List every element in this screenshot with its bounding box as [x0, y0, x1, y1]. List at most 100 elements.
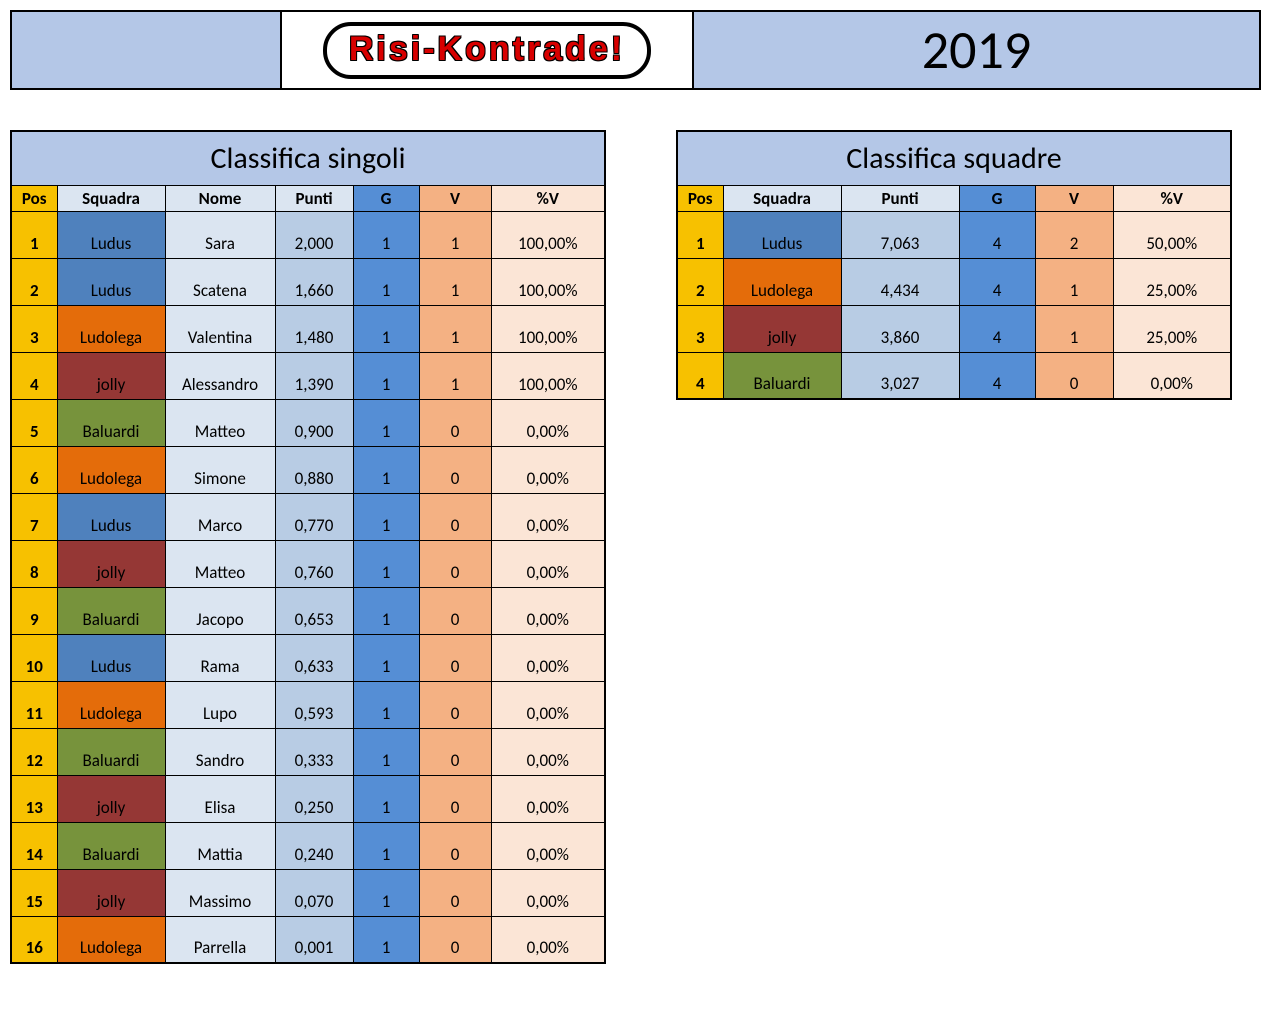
cell-name: Sandro [165, 728, 275, 775]
cell-v: 1 [419, 258, 491, 305]
cell-team: Ludus [723, 211, 841, 258]
cell-v: 0 [419, 540, 491, 587]
cell-team: Baluardi [57, 399, 165, 446]
cell-pts: 0,240 [275, 822, 353, 869]
header-bar: Risi-Kontrade! 2019 [10, 10, 1261, 90]
cell-g: 1 [353, 305, 419, 352]
cell-pts: 1,660 [275, 258, 353, 305]
cell-pts: 0,653 [275, 587, 353, 634]
cell-name: Marco [165, 493, 275, 540]
cell-pct: 100,00% [491, 258, 605, 305]
cell-pct: 0,00% [491, 869, 605, 916]
cell-pct: 0,00% [491, 493, 605, 540]
col-pct: %V [491, 185, 605, 211]
cell-team: Ludolega [57, 305, 165, 352]
table-row: 6LudolegaSimone0,880100,00% [11, 446, 605, 493]
table-row: 8jollyMatteo0,760100,00% [11, 540, 605, 587]
cell-g: 1 [353, 775, 419, 822]
cell-v: 0 [419, 446, 491, 493]
cell-pct: 0,00% [491, 916, 605, 963]
cell-team: Baluardi [57, 587, 165, 634]
cell-g: 1 [353, 446, 419, 493]
col-pts: Punti [841, 185, 959, 211]
cell-team: Ludolega [723, 258, 841, 305]
cell-v: 0 [419, 634, 491, 681]
tables-row: Classifica singoli Pos Squadra Nome Punt… [10, 130, 1261, 964]
table-row: 3LudolegaValentina1,48011100,00% [11, 305, 605, 352]
cell-team: Ludus [57, 634, 165, 681]
cell-pos: 1 [677, 211, 723, 258]
singles-table: Classifica singoli Pos Squadra Nome Punt… [10, 130, 606, 964]
singles-headers: Pos Squadra Nome Punti G V %V [11, 185, 605, 211]
cell-team: jolly [57, 775, 165, 822]
cell-name: Alessandro [165, 352, 275, 399]
cell-pos: 15 [11, 869, 57, 916]
cell-pts: 7,063 [841, 211, 959, 258]
cell-pct: 0,00% [491, 446, 605, 493]
cell-v: 0 [419, 775, 491, 822]
cell-pts: 4,434 [841, 258, 959, 305]
cell-pos: 4 [11, 352, 57, 399]
table-row: 12BaluardiSandro0,333100,00% [11, 728, 605, 775]
col-pts: Punti [275, 185, 353, 211]
cell-g: 1 [353, 916, 419, 963]
cell-name: Simone [165, 446, 275, 493]
cell-name: Jacopo [165, 587, 275, 634]
logo-capsule: Risi-Kontrade! [323, 22, 651, 79]
cell-g: 1 [353, 822, 419, 869]
table-row: 1LudusSara2,00011100,00% [11, 211, 605, 258]
table-row: 10LudusRama0,633100,00% [11, 634, 605, 681]
cell-v: 2 [1035, 211, 1113, 258]
table-row: 9BaluardiJacopo0,653100,00% [11, 587, 605, 634]
cell-pos: 4 [677, 352, 723, 399]
cell-v: 1 [1035, 258, 1113, 305]
col-team: Squadra [723, 185, 841, 211]
cell-pos: 13 [11, 775, 57, 822]
cell-g: 1 [353, 352, 419, 399]
cell-g: 1 [353, 587, 419, 634]
cell-g: 1 [353, 493, 419, 540]
teams-headers: Pos Squadra Punti G V %V [677, 185, 1231, 211]
cell-pct: 0,00% [491, 728, 605, 775]
teams-block: Classifica squadre Pos Squadra Punti G V… [676, 130, 1232, 400]
cell-pos: 3 [11, 305, 57, 352]
header-spacer [12, 12, 282, 88]
cell-pct: 25,00% [1113, 258, 1231, 305]
cell-pct: 0,00% [1113, 352, 1231, 399]
table-row: 3jolly3,8604125,00% [677, 305, 1231, 352]
cell-g: 1 [353, 540, 419, 587]
cell-team: Ludolega [57, 446, 165, 493]
cell-team: Ludus [57, 258, 165, 305]
table-row: 7LudusMarco0,770100,00% [11, 493, 605, 540]
cell-pts: 0,070 [275, 869, 353, 916]
cell-pts: 1,390 [275, 352, 353, 399]
cell-pct: 0,00% [491, 399, 605, 446]
col-pos: Pos [11, 185, 57, 211]
cell-g: 4 [959, 211, 1035, 258]
cell-pos: 12 [11, 728, 57, 775]
teams-table: Classifica squadre Pos Squadra Punti G V… [676, 130, 1232, 400]
cell-pos: 8 [11, 540, 57, 587]
table-row: 4jollyAlessandro1,39011100,00% [11, 352, 605, 399]
cell-pts: 0,633 [275, 634, 353, 681]
cell-name: Matteo [165, 540, 275, 587]
cell-team: jolly [57, 869, 165, 916]
cell-team: Ludolega [57, 681, 165, 728]
cell-name: Valentina [165, 305, 275, 352]
cell-pos: 14 [11, 822, 57, 869]
cell-team: jolly [57, 352, 165, 399]
cell-name: Scatena [165, 258, 275, 305]
cell-pos: 6 [11, 446, 57, 493]
cell-team: Ludus [57, 211, 165, 258]
col-g: G [353, 185, 419, 211]
cell-pct: 0,00% [491, 634, 605, 681]
cell-g: 1 [353, 869, 419, 916]
cell-pts: 0,593 [275, 681, 353, 728]
cell-v: 0 [1035, 352, 1113, 399]
cell-v: 0 [419, 728, 491, 775]
cell-pts: 2,000 [275, 211, 353, 258]
cell-pct: 100,00% [491, 352, 605, 399]
table-row: 4Baluardi3,027400,00% [677, 352, 1231, 399]
cell-team: Ludolega [57, 916, 165, 963]
cell-name: Parrella [165, 916, 275, 963]
